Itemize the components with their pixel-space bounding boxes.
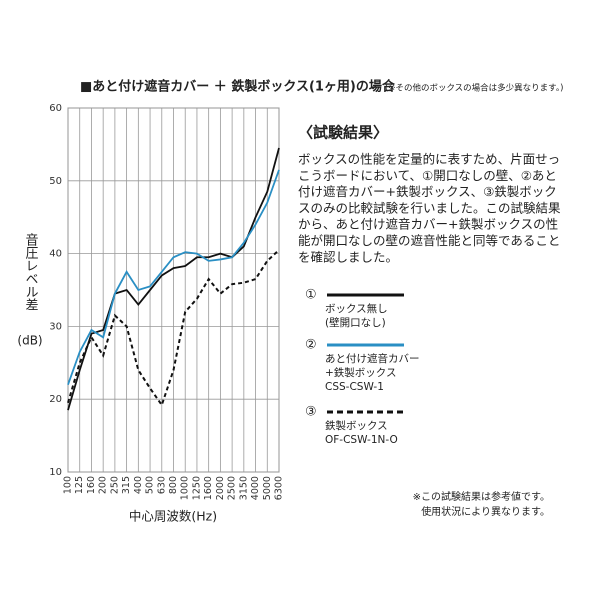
x-tick-label: 3150 — [238, 476, 249, 500]
legend-sublabel: OF-CSW-1N-O — [325, 434, 398, 446]
results-text: ボックスの性能を定量的に表すため、片面せっこうボードにおいて、①開口なしの壁、②… — [298, 152, 561, 265]
legend-marker: ② — [305, 338, 317, 353]
legend-sublabel: CSS-CSW-1 — [325, 381, 384, 393]
x-tick-label: 125 — [74, 476, 85, 494]
x-axis-label: 中心周波数(Hz) — [129, 509, 217, 524]
results-heading: 〈試験結果〉 — [298, 124, 388, 142]
chart-title: ■あと付け遮音カバー ＋ 鉄製ボックス(1ヶ用)の場合 — [80, 79, 396, 95]
x-tick-label: 315 — [121, 476, 132, 494]
y-tick-label: 30 — [49, 321, 62, 332]
x-tick-label: 500 — [145, 476, 156, 494]
footnote: ※この試験結果は参考値です。 — [413, 490, 550, 503]
x-tick-label: 1250 — [191, 476, 202, 500]
results-line: こうボードにおいて、①開口なしの壁、②あと — [298, 168, 557, 183]
legend-label: ボックス無し — [325, 302, 388, 315]
y-tick-label: 20 — [49, 394, 62, 405]
chart-note: (※その他のボックスの場合は多少異なります。) — [385, 83, 563, 94]
x-tick-label: 200 — [98, 476, 109, 494]
results-line: を確認しました。 — [298, 249, 398, 264]
legend-marker: ③ — [305, 405, 317, 420]
legend: ① ボックス無し(壁開口なし) ② あと付け遮音カバー+鉄製ボックス CSS-CSW-1… — [305, 288, 420, 447]
x-tick-label: 400 — [133, 476, 144, 494]
footnote: 使用状況により異なります。 — [421, 505, 550, 518]
y-axis-unit: (dB) — [17, 334, 42, 348]
legend-marker: ① — [305, 288, 317, 303]
results-line: から、あと付け遮音カバー+鉄製ボックスの性 — [298, 217, 558, 232]
x-tick-label: 4000 — [250, 476, 261, 500]
results-line: スのみの比較試験を行いました。この試験結果 — [298, 200, 561, 215]
x-tick-label: 1000 — [180, 476, 191, 500]
y-tick-label: 10 — [49, 467, 62, 478]
x-tick-label: 100 — [63, 476, 74, 494]
y-tick-label: 40 — [49, 249, 62, 260]
plot: 10 20 30 40 50 60 100 125 160 200 250 315 400 500 630 8… — [49, 103, 284, 500]
series-line — [67, 147, 280, 411]
series-line — [67, 249, 280, 408]
series-line — [67, 169, 280, 385]
x-tick-label: 2500 — [227, 476, 238, 500]
y-axis-label: 音圧レベル差 — [23, 232, 39, 311]
x-tick-label: 5000 — [262, 476, 273, 500]
y-tick-label: 60 — [49, 103, 62, 114]
x-tick-label: 800 — [168, 476, 179, 494]
x-tick-label: 250 — [109, 476, 120, 494]
x-tick-label: 6300 — [274, 476, 285, 500]
x-tick-label: 630 — [156, 476, 167, 494]
legend-sublabel: +鉄製ボックス — [325, 366, 396, 379]
x-tick-label: 2000 — [215, 476, 226, 500]
x-tick-label: 160 — [86, 476, 97, 494]
legend-label: 鉄製ボックス — [325, 419, 388, 432]
results-line: ボックスの性能を定量的に表すため、片面せっ — [298, 152, 560, 167]
x-tick-label: 1600 — [203, 476, 214, 500]
legend-sublabel: (壁開口なし) — [325, 316, 386, 329]
results-line: 能が開口なしの壁の遮音性能と同等であること — [298, 233, 560, 248]
y-tick-label: 50 — [49, 176, 62, 187]
results-line: 付け遮音カバー+鉄製ボックス、③鉄製ボック — [298, 184, 557, 199]
legend-label: あと付け遮音カバー — [325, 352, 420, 365]
